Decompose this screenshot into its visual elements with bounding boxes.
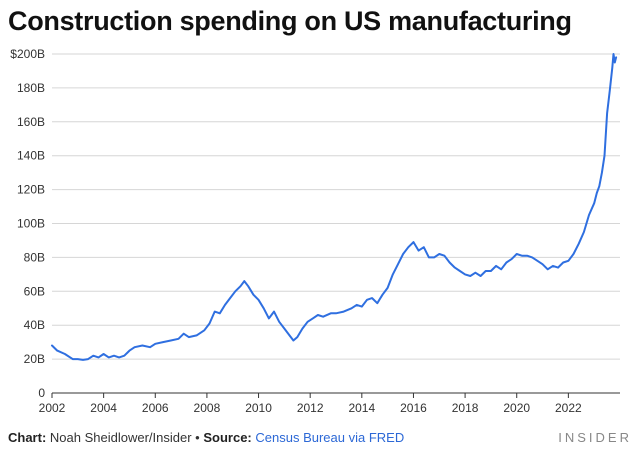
y-tick-label: 140B	[17, 149, 45, 163]
x-tick-label: 2010	[245, 401, 272, 415]
y-tick-label: 120B	[17, 183, 45, 197]
y-tick-label: 40B	[24, 318, 45, 332]
y-tick-label: 160B	[17, 115, 45, 129]
y-axis-tick-labels: 0 20B 40B 60B 80B 100B 120B 140B 160B 180B $200B	[10, 47, 45, 400]
x-tick-label: 2008	[194, 401, 221, 415]
series-line	[51, 53, 618, 361]
y-tick-label: 20B	[24, 352, 45, 366]
y-tick-label: 180B	[17, 81, 45, 95]
y-tick-label: $200B	[10, 47, 45, 61]
footer-credits: Chart: Noah Sheidlower/Insider • Source:…	[8, 430, 404, 445]
series-group	[51, 53, 618, 361]
y-tick-label: 100B	[17, 217, 45, 231]
x-tick-label: 2016	[400, 401, 427, 415]
source-link[interactable]: Census Bureau via FRED	[255, 430, 405, 445]
x-tick-label: 2002	[39, 401, 66, 415]
y-tick-label: 0	[38, 386, 45, 400]
x-tick-label: 2018	[452, 401, 479, 415]
footer-bullet: •	[195, 430, 200, 445]
chart-credit-author: Noah Sheidlower/Insider	[49, 430, 192, 445]
chart-credit-label: Chart:	[8, 430, 47, 445]
x-tick-label: 2012	[297, 401, 324, 415]
chart-title: Construction spending on US manufacturin…	[8, 6, 572, 36]
y-tick-label: 60B	[24, 284, 45, 298]
x-axis	[51, 392, 620, 398]
gridlines	[52, 53, 620, 360]
x-axis-tick-labels: 2002 2004 2006 2008 2010 2012 2014 2016 2018 2020…	[39, 401, 582, 415]
x-tick-label: 2020	[503, 401, 530, 415]
x-tick-label: 2022	[555, 401, 582, 415]
x-tick-label: 2004	[90, 401, 117, 415]
source-label: Source:	[203, 430, 252, 445]
x-tick-label: 2006	[142, 401, 169, 415]
x-tick-label: 2014	[348, 401, 375, 415]
y-tick-label: 80B	[24, 250, 45, 264]
insider-logo: INSIDER	[558, 430, 632, 445]
